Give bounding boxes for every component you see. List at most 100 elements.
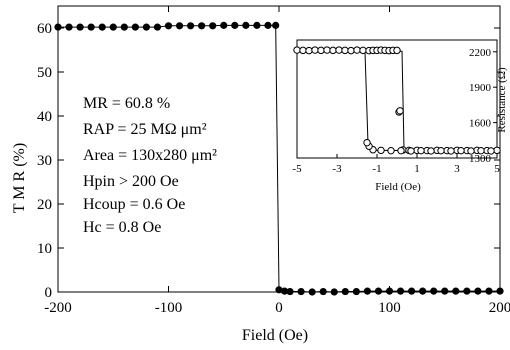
inset-data-point [335, 46, 343, 54]
inset-data-point [323, 46, 331, 54]
main-data-point [253, 21, 261, 29]
inset-data-point [396, 107, 404, 115]
main-data-point [452, 287, 460, 295]
inset-y-tick-label: 1900 [469, 82, 492, 94]
main-data-point [474, 287, 482, 295]
main-data-point [441, 287, 449, 295]
main-data-point [220, 21, 228, 29]
main-data-point [54, 23, 62, 31]
inset-data-point [359, 46, 367, 55]
annotation-rap: RAP = 25 MΩ μm² [83, 121, 207, 138]
main-data-point [76, 23, 84, 31]
inset-data-point [397, 146, 405, 155]
main-y-axis-label: T M R (%) [11, 143, 28, 213]
main-data-point [272, 21, 280, 29]
main-data-point [374, 287, 383, 295]
inset-data-point [427, 147, 435, 155]
main-data-point [430, 287, 438, 295]
main-data-point [419, 287, 427, 295]
main-y-tick-label: 40 [37, 109, 52, 125]
inset-data-point [293, 46, 301, 54]
main-data-point [352, 287, 360, 296]
inset-data-point [407, 147, 415, 155]
main-data-point [330, 288, 338, 296]
main-data-point [142, 23, 150, 31]
main-data-point [65, 23, 73, 31]
inset-x-tick-label: 1 [414, 163, 420, 175]
inset-data-point [493, 146, 501, 155]
inset-x-axis-label: Field (Oe) [375, 181, 421, 193]
inset-data-point [305, 46, 313, 55]
main-data-point [164, 22, 173, 30]
main-data-point [109, 23, 117, 31]
inset-x-tick-label: -5 [292, 163, 302, 175]
main-data-point [297, 287, 305, 296]
main-y-tick-label: 20 [37, 197, 52, 213]
main-data-point [275, 286, 283, 294]
main-x-axis-label: Field (Oe) [242, 327, 308, 344]
main-data-point [242, 21, 250, 29]
main-y-tick-label: 0 [45, 285, 53, 301]
main-data-point [408, 287, 416, 295]
main-data-point [87, 23, 95, 31]
main-data-point [120, 23, 128, 31]
inset-data-point [347, 46, 355, 55]
main-data-point [131, 23, 139, 31]
main-data-point [98, 23, 106, 31]
main-data-point [319, 287, 327, 296]
inset-x-tick-label: -1 [372, 163, 381, 175]
inset-data-point [417, 146, 425, 155]
inset-plot-frame [296, 39, 498, 159]
main-y-tick-label: 30 [37, 153, 52, 169]
main-y-tick-label: 50 [37, 65, 52, 81]
inset-data-point [437, 146, 445, 155]
annotation-hpin: Hpin > 200 Oe [83, 173, 179, 190]
inset-data-point [487, 147, 495, 155]
inset-y-tick-label: 1600 [469, 118, 492, 130]
main-x-tick-label: 0 [275, 300, 283, 316]
inset-data-point [299, 46, 307, 55]
inset-data-point [447, 147, 455, 155]
main-data-point [280, 287, 289, 295]
inset-x-tick-label: -3 [332, 163, 342, 175]
main-data-point [385, 287, 394, 295]
inset-y-axis-label: Resistance (Ω) [496, 67, 508, 133]
inset-data-point [387, 146, 395, 155]
main-data-point [153, 23, 162, 31]
inset-x-tick-label: 5 [494, 163, 500, 175]
main-y-tick-label: 60 [37, 21, 52, 37]
main-data-point [209, 22, 217, 30]
main-data-point [496, 287, 504, 295]
main-data-point [485, 287, 493, 295]
main-x-tick-label: 100 [378, 300, 401, 316]
main-x-tick-label: -200 [44, 300, 72, 316]
inset-data-point [377, 146, 385, 155]
inset-data-point [341, 46, 349, 55]
inset-data-point [363, 138, 371, 147]
main-data-point [463, 287, 471, 295]
main-x-tick-label: -100 [155, 300, 183, 316]
inset-data-point [393, 46, 401, 55]
main-data-point [175, 22, 184, 30]
annotation-hcoup: Hcoup = 0.6 Oe [83, 196, 185, 213]
main-data-point [286, 287, 294, 296]
annotation-hc: Hc = 0.8 Oe [83, 219, 161, 236]
inset-data-point [467, 147, 475, 155]
inset-data-point [457, 146, 465, 155]
main-data-point [187, 22, 195, 30]
main-data-point [231, 21, 239, 29]
annotation-mr: MR = 60.8 % [83, 95, 170, 112]
main-x-tick-label: 200 [489, 300, 510, 316]
inset-x-tick-label: 3 [454, 163, 460, 175]
inset-y-tick-label: 2200 [469, 47, 492, 59]
inset-data-point [353, 46, 361, 54]
main-data-point [198, 22, 206, 30]
main-data-point [363, 287, 371, 295]
main-data-point [308, 288, 316, 296]
main-data-point [396, 287, 405, 295]
inset-data-point [317, 46, 325, 55]
main-data-point [264, 21, 272, 29]
inset-data-point [477, 146, 485, 155]
main-y-tick-label: 10 [37, 241, 52, 257]
